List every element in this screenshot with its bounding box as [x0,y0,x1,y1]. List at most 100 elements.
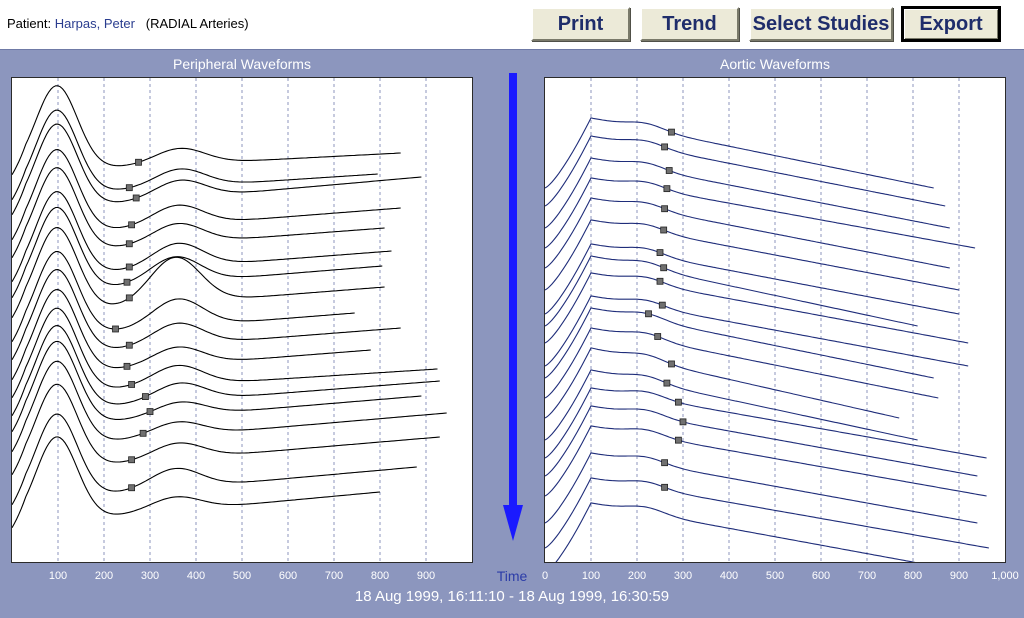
peripheral-waveform-chart [12,78,447,562]
print-button[interactable]: Print [531,7,630,41]
x-tick-label: 900 [416,570,436,582]
waveform-trace [12,206,383,298]
waveform-trace [545,369,918,441]
select-studies-button[interactable]: Select Studies [749,7,893,41]
time-axis-label: Time [496,568,528,584]
dicrotic-notch-marker [661,205,668,213]
dicrotic-notch-marker [128,381,135,388]
dicrotic-notch-marker [661,483,668,491]
waveform-trace [545,405,978,477]
dicrotic-notch-marker [125,341,133,349]
x-tick-label: 400 [719,570,739,582]
header-bar: Patient: Harpas, Peter (RADIAL Arteries)… [0,0,1024,50]
dicrotic-notch-marker [679,418,687,426]
aortic-title: Aortic Waveforms [720,56,830,72]
dicrotic-notch-marker [146,408,154,415]
waveform-trace [12,307,438,398]
waveform-trace [545,387,987,459]
x-tick-label: 600 [278,570,298,582]
waveform-trace [12,269,401,360]
waveform-trace [12,413,417,505]
patient-label: Patient: [7,16,52,31]
dicrotic-notch-marker [139,429,147,437]
dicrotic-notch-marker [668,360,675,368]
waveform-trace [12,360,447,452]
waveform-trace [12,227,385,318]
dicrotic-notch-marker [128,221,135,229]
waveform-trace [12,340,422,432]
patient-detail: (RADIAL Arteries) [145,16,249,31]
x-tick-label: 900 [949,570,969,582]
dicrotic-notch-marker [123,278,131,286]
dicrotic-notch-marker [135,158,142,166]
dicrotic-notch-marker [656,277,664,285]
waveform-trace [12,149,401,240]
waveform-trace [545,177,976,249]
dicrotic-notch-marker [660,226,668,234]
waveform-trace [12,289,371,380]
export-button[interactable]: Export [901,6,1001,42]
x-tick-label: 600 [811,570,831,582]
waveform-trace [545,135,946,207]
dicrotic-notch-marker [132,194,140,202]
dicrotic-notch-marker [665,167,673,174]
x-tick-label: 0 [541,570,549,582]
x-tick-label: 700 [324,570,344,582]
waveform-trace [545,272,969,344]
waveform-trace [545,117,934,189]
waveform-trace [545,255,918,327]
x-tick-label: 500 [765,570,785,582]
waveform-trace [12,191,392,282]
waveform-trace [12,383,440,475]
waveform-trace [545,157,950,229]
patient-name: Harpas, Peter [54,16,135,31]
waveform-trace [545,477,989,549]
patient-info: Patient: Harpas, Peter (RADIAL Arteries) [7,16,249,31]
x-tick-label: 100 [48,570,68,582]
x-tick-label: 400 [186,570,206,582]
waveform-trace [545,425,987,497]
aortic-waveform-chart [545,78,989,562]
dicrotic-notch-marker [661,459,668,467]
dicrotic-notch-marker [660,264,668,272]
x-tick-label: 800 [370,570,390,582]
trend-button[interactable]: Trend [640,7,739,41]
waveform-trace [545,295,969,367]
dicrotic-notch-marker [125,263,133,271]
dicrotic-notch-marker [668,128,675,136]
dicrotic-notch-marker [123,362,131,370]
waveform-trace [12,109,378,200]
date-range-label: 18 Aug 1999, 16:11:10 - 18 Aug 1999, 16:… [354,588,670,605]
x-tick-label: 100 [581,570,601,582]
dicrotic-notch-marker [654,333,662,340]
peripheral-title: Peripheral Waveforms [173,56,311,72]
waveform-trace [545,327,939,399]
dicrotic-notch-marker [125,294,133,302]
x-tick-label: 1,000 [991,570,1019,582]
dicrotic-notch-marker [645,310,652,318]
waveform-trace [555,502,916,562]
peripheral-waveform-plot [11,77,473,563]
dicrotic-notch-marker [128,484,135,492]
dicrotic-notch-marker [128,456,135,464]
waveform-trace [12,325,440,416]
waveform-trace [12,85,401,175]
dicrotic-notch-marker [674,436,682,444]
x-tick-label: 800 [903,570,923,582]
waveform-trace [12,167,385,258]
x-tick-label: 200 [627,570,647,582]
x-tick-label: 700 [857,570,877,582]
dicrotic-notch-marker [125,240,133,248]
dicrotic-notch-marker [661,143,668,151]
waveform-trace [545,219,960,291]
waveform-trace [12,251,355,342]
x-tick-label: 300 [140,570,160,582]
dicrotic-notch-marker [674,398,682,406]
waveform-trace [545,452,978,524]
waveform-trace [545,243,960,315]
dicrotic-notch-marker [125,184,133,192]
x-tick-label: 300 [673,570,693,582]
dicrotic-notch-marker [663,185,671,193]
aortic-waveform-plot [544,77,1006,563]
x-tick-label: 500 [232,570,252,582]
